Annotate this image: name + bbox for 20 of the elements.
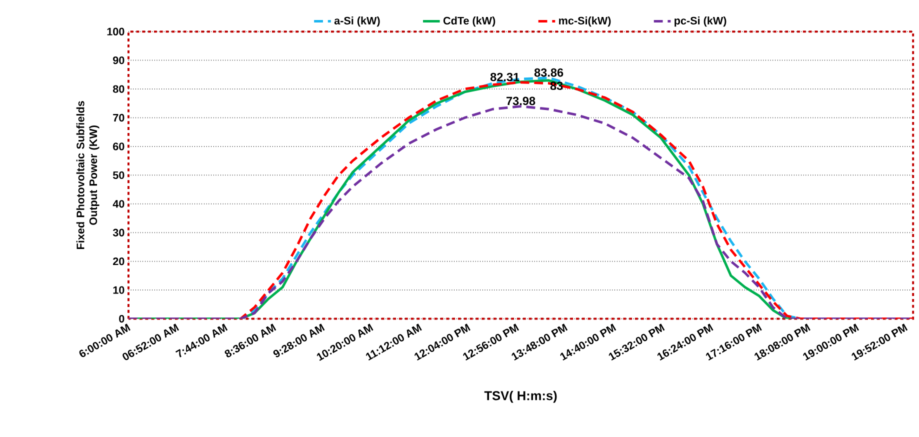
y-tick-label: 90 — [113, 56, 124, 64]
y-tick-label: 20 — [113, 257, 124, 266]
data-label: 82.31 — [490, 72, 520, 82]
y-tick-label: 40 — [112, 200, 124, 208]
legend-label: CdTe (kW) — [443, 16, 496, 27]
y-tick-label: 0 — [119, 314, 124, 323]
y-tick-label: 100 — [107, 28, 124, 36]
x-axis-title: TSV( H:m:s) — [484, 390, 557, 403]
legend-label: a-Si (kW) — [334, 16, 380, 27]
y-tick-label: 80 — [112, 85, 124, 93]
y-tick-label: 50 — [112, 171, 124, 179]
y-tick-label: 60 — [113, 142, 124, 150]
data-label: 73.98 — [506, 96, 536, 106]
y-tick-label: 30 — [112, 228, 124, 236]
y-axis-title: Fixed Photovoltaic Subfields Output Power (KW) — [76, 101, 100, 249]
data-label: 83.86 — [534, 68, 564, 77]
legend-label: mc-Si(kW) — [559, 16, 611, 27]
legend-label: pc-Si (kW) — [674, 16, 726, 27]
y-tick-label: 10 — [113, 286, 124, 294]
y-tick-label: 70 — [113, 114, 124, 122]
